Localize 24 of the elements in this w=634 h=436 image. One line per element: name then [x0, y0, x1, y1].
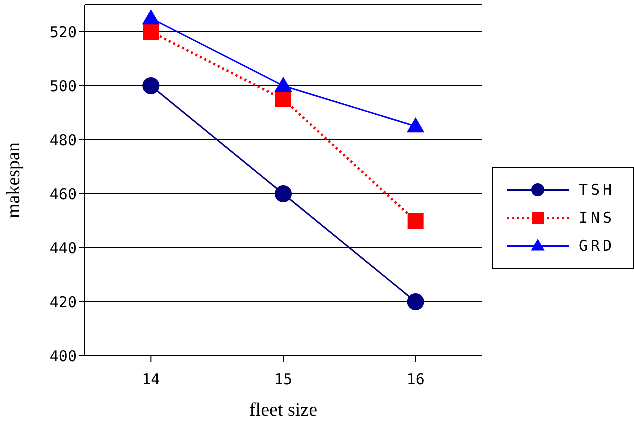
legend-label: GRD [579, 237, 616, 255]
point [142, 78, 160, 94]
point [407, 294, 424, 310]
x-axis-title: fleet size [249, 400, 318, 421]
x-tick-label: 16 [406, 370, 425, 389]
y-tick-label: 400 [50, 347, 77, 366]
legend-label: INS [579, 209, 616, 227]
y-tick-label: 480 [50, 131, 77, 150]
legend-label: TSH [579, 181, 616, 199]
y-axis-title: makespan [4, 142, 25, 218]
x-tick-label: 15 [274, 370, 293, 389]
point [407, 118, 424, 133]
y-tick-label: 440 [50, 239, 77, 258]
point [143, 24, 160, 40]
point [275, 186, 292, 202]
point [275, 78, 292, 92]
y-tick-label: 460 [50, 185, 77, 204]
y-tick-label: 420 [50, 293, 77, 312]
y-tick-label: 520 [50, 23, 77, 42]
y-tick-label: 500 [50, 77, 77, 96]
point [142, 10, 160, 25]
x-tick-label: 14 [142, 370, 160, 389]
point [276, 92, 292, 108]
point [408, 213, 424, 229]
